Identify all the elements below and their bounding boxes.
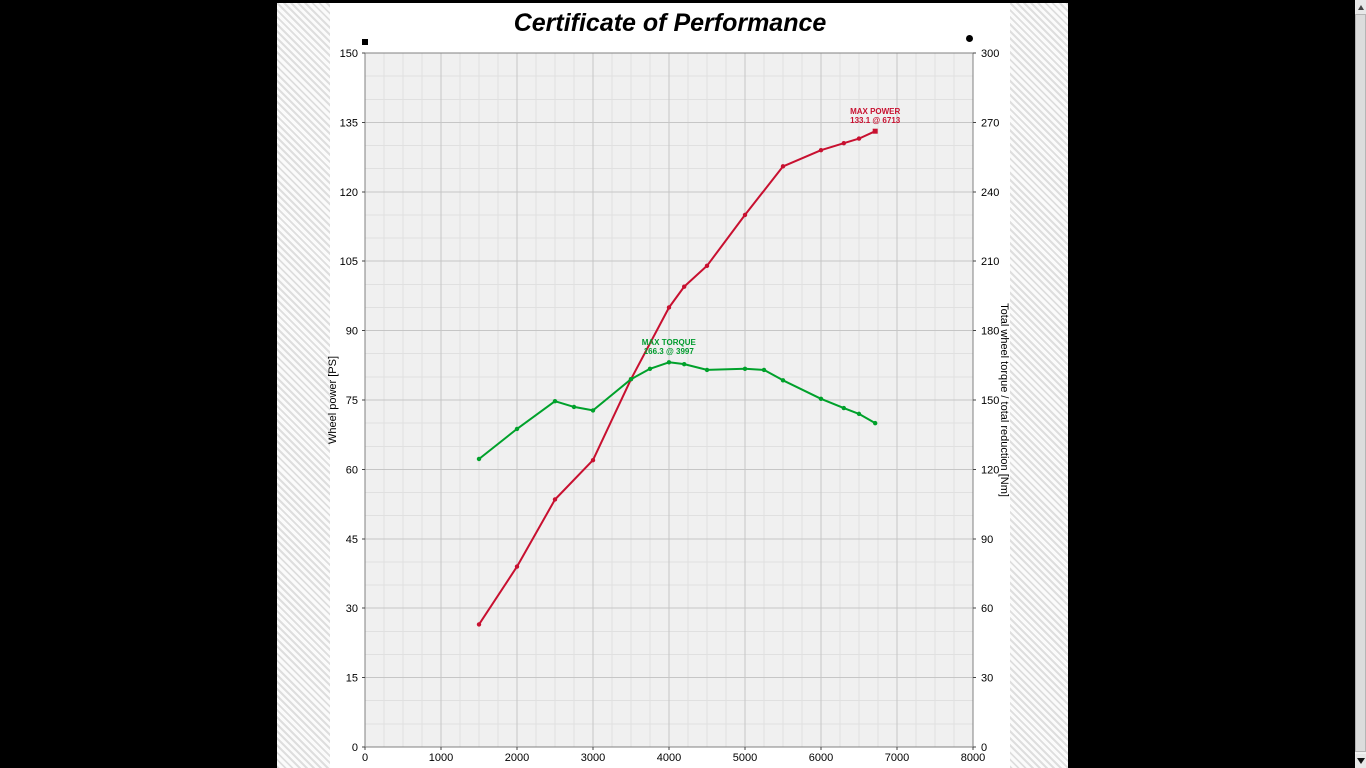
- preview-background-right: [1010, 3, 1068, 768]
- scroll-down-button[interactable]: [1355, 754, 1366, 768]
- right-tick-label: 0: [981, 742, 987, 754]
- right-tick-label: 180: [981, 326, 999, 338]
- left-tick-label: 150: [340, 48, 358, 60]
- wheel-torque-point: [818, 396, 824, 402]
- wheel-torque-point: [666, 360, 672, 365]
- x-tick-label: 1000: [429, 752, 453, 764]
- scrollbar-thumb[interactable]: [1355, 14, 1366, 752]
- x-tick-label: 6000: [809, 752, 833, 764]
- wheel-torque-point: [742, 366, 748, 371]
- max-torque-value: 166.3 @ 3997: [643, 347, 694, 357]
- wheel-torque-point: [552, 398, 558, 404]
- wheel-power-point: [590, 457, 596, 463]
- wheel-torque-point: [780, 378, 786, 383]
- left-tick-label: 60: [346, 464, 358, 476]
- right-tick-label: 30: [981, 673, 993, 685]
- wheel-torque-point: [872, 420, 878, 426]
- corner-marker-square: [362, 39, 368, 45]
- wheel-power-point: [552, 497, 558, 502]
- left-tick-label: 0: [352, 742, 358, 754]
- wheel-power-max-marker: [872, 128, 878, 134]
- wheel-power-point: [780, 164, 786, 169]
- wheel-torque-point: [841, 405, 846, 411]
- right-tick-label: 210: [981, 256, 999, 268]
- max-power-label: MAX POWER: [850, 107, 901, 117]
- wheel-torque-point: [761, 367, 767, 373]
- wheel-torque-point: [647, 366, 653, 371]
- left-tick-label: 135: [340, 117, 358, 129]
- x-tick-label: 2000: [505, 752, 529, 764]
- wheel-power-curve: [478, 130, 877, 626]
- wheel-power-point: [742, 212, 748, 218]
- right-axis-title: Total wheel torque / total reduction [Nm…: [998, 303, 1010, 497]
- wheel-torque-point: [856, 411, 862, 417]
- wheel-power-point: [476, 622, 482, 627]
- wheel-torque-point: [571, 404, 577, 410]
- wheel-torque-point: [628, 376, 634, 382]
- wheel-torque-point: [514, 426, 520, 432]
- left-tick-label: 45: [346, 534, 358, 546]
- x-tick-label: 4000: [657, 752, 681, 764]
- right-tick-label: 240: [981, 187, 999, 199]
- left-tick-label: 120: [340, 187, 358, 199]
- wheel-torque-point: [476, 456, 482, 462]
- wheel-power-point: [682, 284, 687, 289]
- wheel-power-point: [818, 147, 824, 153]
- right-tick-label: 270: [981, 117, 999, 129]
- x-tick-label: 3000: [581, 752, 605, 764]
- preview-background-left: [277, 3, 330, 768]
- page-title: Certificate of Performance: [513, 9, 827, 37]
- left-tick-label: 90: [346, 326, 358, 338]
- max-torque-label: MAX TORQUE: [641, 338, 696, 348]
- wheel-power-point: [666, 305, 672, 310]
- right-tick-label: 300: [981, 48, 999, 60]
- right-tick-label: 150: [981, 395, 999, 407]
- scrollbar[interactable]: [1355, 0, 1366, 768]
- wheel-torque-point: [682, 361, 687, 367]
- left-tick-label: 30: [346, 603, 358, 615]
- left-tick-label: 105: [340, 256, 358, 268]
- right-tick-label: 120: [981, 464, 999, 476]
- left-tick-label: 75: [346, 395, 358, 407]
- scroll-up-button[interactable]: [1355, 0, 1366, 14]
- right-tick-label: 60: [981, 603, 993, 615]
- x-tick-label: 8000: [961, 752, 985, 764]
- wheel-torque-point: [704, 367, 710, 373]
- max-power-value: 133.1 @ 6713: [850, 116, 901, 126]
- x-tick-label: 5000: [733, 752, 757, 764]
- left-tick-label: 15: [346, 673, 358, 685]
- scroll-up-icon: [1357, 4, 1364, 10]
- max-torque-annotation: MAX TORQUE 166.3 @ 3997: [642, 338, 696, 356]
- wheel-power-point: [704, 263, 710, 269]
- corner-marker-dot: [966, 35, 973, 42]
- wheel-power-point: [841, 141, 846, 146]
- wheel-power-point: [856, 136, 862, 141]
- max-power-annotation: MAX POWER 133.1 @ 6713: [850, 107, 900, 125]
- wheel-power-point: [514, 564, 520, 569]
- wheel-torque-point: [590, 408, 596, 413]
- left-axis-title: Wheel power [PS]: [327, 355, 339, 445]
- x-tick-label: 0: [362, 752, 368, 764]
- x-tick-label: 7000: [885, 752, 909, 764]
- scroll-down-icon: [1356, 758, 1365, 764]
- right-tick-label: 90: [981, 534, 993, 546]
